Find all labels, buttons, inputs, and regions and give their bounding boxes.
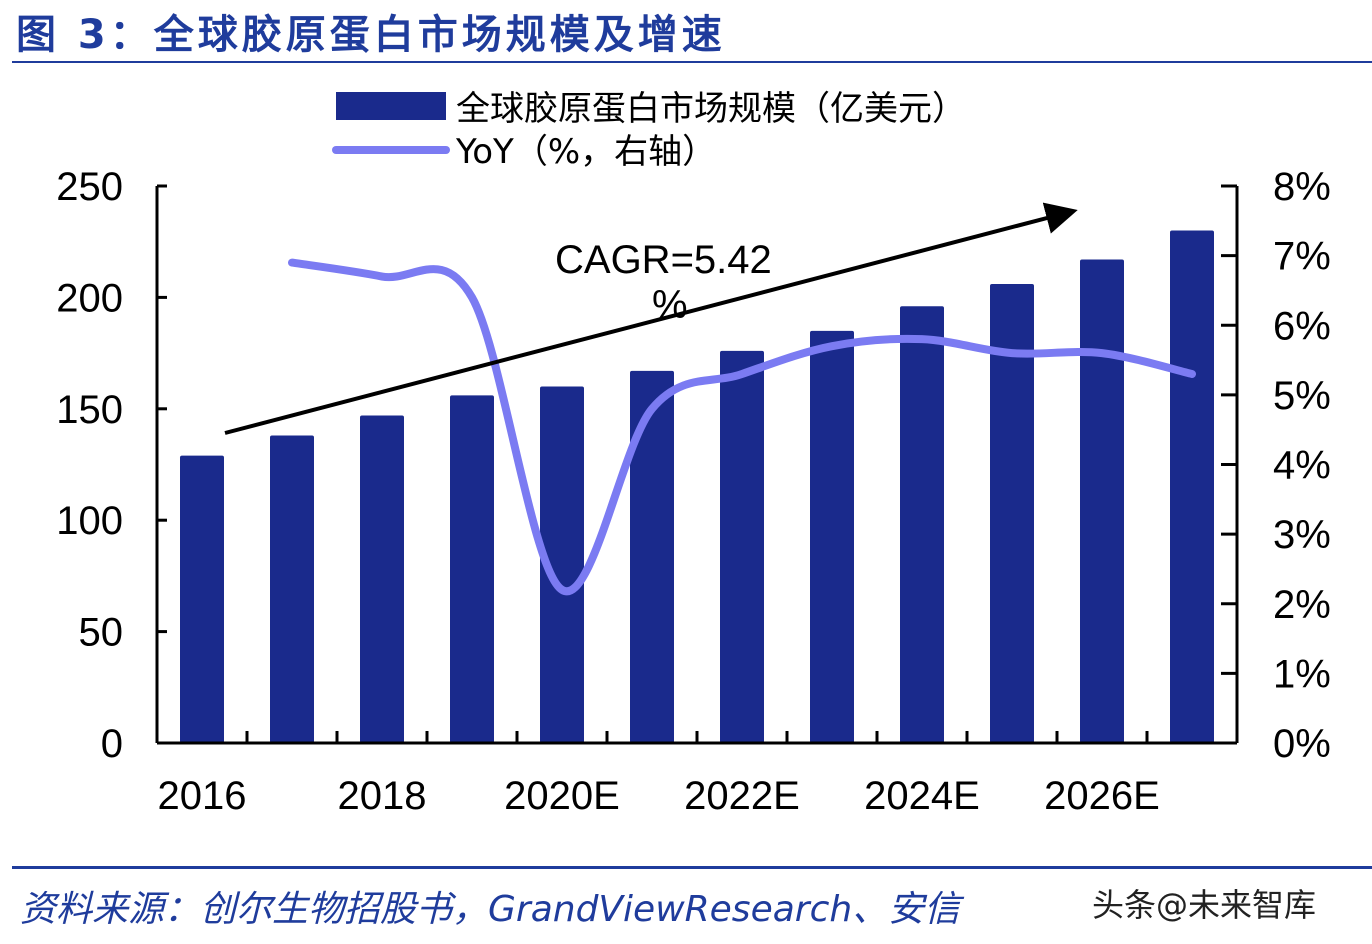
x-tick-label: 2016 xyxy=(158,774,247,818)
right-tick-label: 0% xyxy=(1273,722,1331,766)
cagr-label: CAGR=5.42 xyxy=(555,238,772,282)
x-tick-label: 2022E xyxy=(684,774,800,818)
legend-line-label: YoY（%，右轴） xyxy=(455,132,716,172)
legend-bar-label: 全球胶原蛋白市场规模（亿美元） xyxy=(456,89,966,129)
left-tick-label: 150 xyxy=(56,388,123,432)
x-tick-label: 2024E xyxy=(864,774,980,818)
bar-2016 xyxy=(180,455,224,743)
right-tick-label: 2% xyxy=(1273,583,1331,627)
left-tick-label: 50 xyxy=(79,611,124,655)
right-tick-label: 6% xyxy=(1273,304,1331,348)
bar-2022E xyxy=(720,350,764,743)
figure-title: 图 3：全球胶原蛋白市场规模及增速 xyxy=(16,12,726,58)
left-tick-label: 100 xyxy=(56,499,123,543)
bar-2027E xyxy=(1170,230,1214,743)
right-tick-label: 7% xyxy=(1273,235,1331,279)
source-note: 资料来源：创尔生物招股书，GrandViewResearch、安信 xyxy=(20,889,961,930)
bar-2024E xyxy=(900,306,944,743)
yoy-line xyxy=(288,258,1196,596)
bar-2021E xyxy=(630,370,674,743)
bar-2017 xyxy=(270,435,314,743)
right-tick-label: 8% xyxy=(1273,165,1331,209)
right-tick-label: 3% xyxy=(1273,513,1331,557)
bar-2019 xyxy=(450,395,494,743)
x-tick-label: 2018 xyxy=(338,774,427,818)
right-tick-label: 4% xyxy=(1273,444,1331,488)
x-tick-label: 2026E xyxy=(1044,774,1160,818)
bar-2025E xyxy=(990,284,1034,743)
x-tick-label: 2020E xyxy=(504,774,620,818)
cagr-label-percent: % xyxy=(652,283,688,327)
right-tick-label: 5% xyxy=(1273,374,1331,418)
bar-2020E xyxy=(540,386,584,743)
title-divider xyxy=(12,61,1372,63)
left-tick-label: 250 xyxy=(56,165,123,209)
bar-2023E xyxy=(810,330,854,743)
bar-2018 xyxy=(360,415,404,743)
legend-bar-swatch xyxy=(336,92,446,120)
bar-2026E xyxy=(1080,259,1124,743)
cagr-arrow xyxy=(224,202,1078,435)
left-tick-label: 200 xyxy=(56,276,123,320)
watermark: 头条@未来智库 xyxy=(1092,886,1317,924)
legend: 全球胶原蛋白市场规模（亿美元） YoY（%，右轴） xyxy=(332,89,966,172)
right-tick-label: 1% xyxy=(1273,652,1331,696)
left-tick-label: 0 xyxy=(101,722,123,766)
source-divider xyxy=(12,866,1372,869)
